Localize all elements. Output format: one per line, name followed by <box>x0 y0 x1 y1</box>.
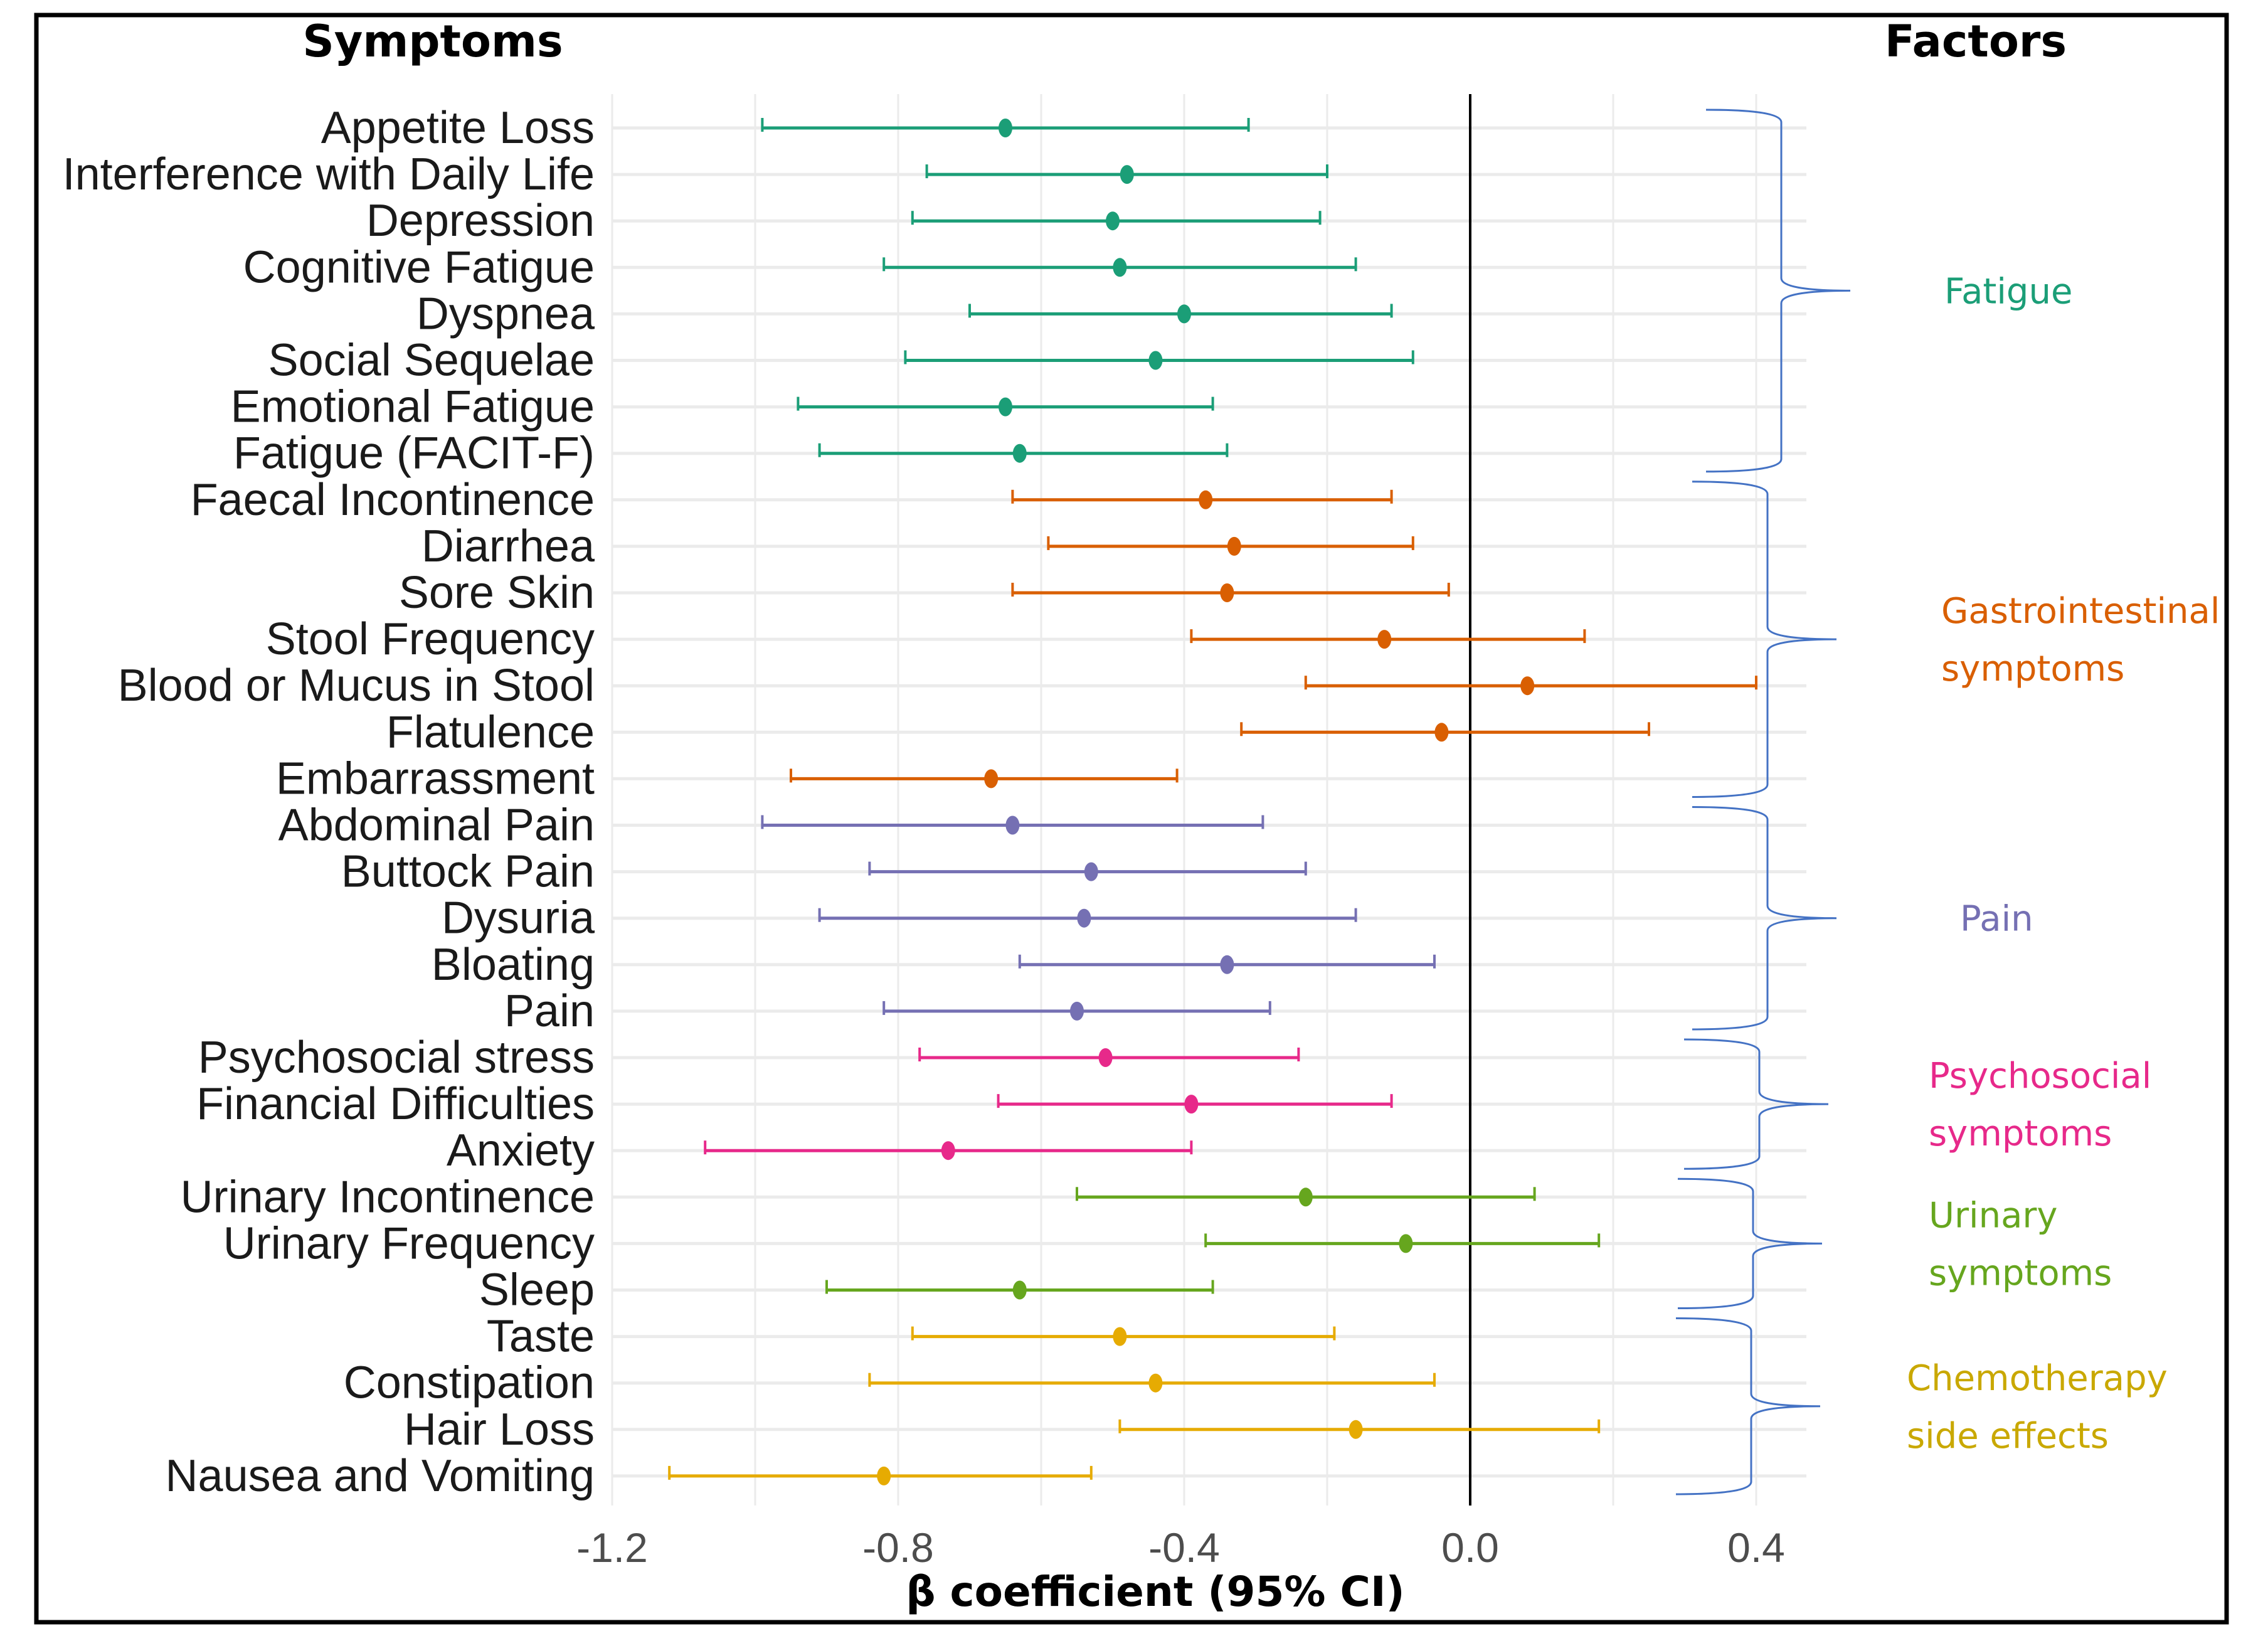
point-estimate <box>1012 444 1027 463</box>
brace-icon <box>1692 805 1837 1031</box>
point-estimate <box>1113 258 1127 277</box>
x-tick-labels: -1.2 -0.8 -0.4 0.0 0.4 <box>576 1524 1785 1571</box>
factor-label: side effects <box>1907 1416 2109 1457</box>
x-tick-label: -0.8 <box>862 1524 934 1571</box>
symptom-label: Cognitive Fatigue <box>243 242 595 292</box>
figure-border <box>34 13 2229 1625</box>
factor-label: Urinary <box>1929 1195 2058 1236</box>
point-estimate <box>1434 723 1449 742</box>
symptom-label: Hair Loss <box>404 1405 595 1455</box>
point-estimate <box>1005 815 1020 835</box>
symptom-label: Diarrhea <box>421 521 595 571</box>
point-estimate <box>1199 490 1213 509</box>
symptom-label: Flatulence <box>386 707 595 757</box>
point-estimate <box>941 1141 955 1161</box>
x-tick-label: -0.4 <box>1148 1524 1220 1571</box>
point-estimate <box>1148 351 1163 370</box>
point-estimate <box>1184 1095 1199 1114</box>
point-estimate <box>1377 630 1392 649</box>
brace-icon <box>1675 1317 1821 1495</box>
point-estimate <box>1227 536 1241 556</box>
symptom-label: Blood or Mucus in Stool <box>118 661 595 711</box>
point-estimate <box>999 119 1012 137</box>
symptom-label: Sore Skin <box>399 568 595 618</box>
symptom-label: Dysuria <box>442 893 595 943</box>
point-estimate <box>999 397 1012 417</box>
point-estimate <box>984 769 999 789</box>
symptom-label: Embarrassment <box>276 753 595 804</box>
symptom-label: Abdominal Pain <box>278 800 595 851</box>
symptom-label: Dyspnea <box>416 289 595 339</box>
symptom-label: Taste <box>487 1312 595 1362</box>
point-estimate <box>1220 583 1234 602</box>
x-tick-label: 0.4 <box>1727 1524 1785 1571</box>
symptom-label: Anxiety <box>447 1125 595 1176</box>
factor-labels: Fatigue Gastrointestinal symptoms Pain Psych… <box>1907 271 2220 1456</box>
point-estimate <box>1220 955 1234 974</box>
factor-braces <box>1675 109 1851 1495</box>
symptom-label: Financial Difficulties <box>196 1079 595 1129</box>
point-estimate <box>877 1466 891 1485</box>
factors-header: Factors <box>1885 16 2067 67</box>
symptom-label: Depression <box>366 196 595 246</box>
symptom-label: Faecal Incontinence <box>191 475 595 525</box>
factor-label: symptoms <box>1929 1113 2112 1154</box>
marks <box>668 118 1757 1485</box>
factor-label: Fatigue <box>1944 271 2072 312</box>
factor-label: Psychosocial <box>1929 1056 2151 1097</box>
symptom-label: Nausea and Vomiting <box>166 1451 595 1501</box>
symptom-label: Pain <box>504 986 595 1036</box>
point-estimate <box>1106 211 1120 231</box>
symptom-label: Buttock Pain <box>341 847 595 897</box>
brace-icon <box>1683 1038 1829 1170</box>
point-estimate <box>1113 1327 1127 1346</box>
symptom-label: Stool Frequency <box>266 614 595 664</box>
symptom-label: Bloating <box>432 940 595 990</box>
symptom-label: Psychosocial stress <box>198 1033 595 1083</box>
point-estimate <box>1298 1187 1313 1207</box>
point-estimate <box>1349 1420 1363 1439</box>
point-estimate <box>1399 1234 1413 1253</box>
symptom-label: Fatigue (FACIT-F) <box>233 428 595 479</box>
factor-label: Pain <box>1960 899 2033 940</box>
x-tick-label: -1.2 <box>576 1524 648 1571</box>
point-estimate <box>1120 165 1134 184</box>
symptom-label: Emotional Fatigue <box>231 382 595 432</box>
symptoms-header: Symptoms <box>302 16 563 67</box>
x-tick-label: 0.0 <box>1441 1524 1499 1571</box>
brace-icon <box>1705 109 1851 473</box>
point-estimate <box>1148 1373 1163 1393</box>
point-estimate <box>1012 1280 1027 1300</box>
symptom-label: Urinary Frequency <box>223 1218 595 1268</box>
factor-label: symptoms <box>1941 649 2124 689</box>
factor-label: Gastrointestinal <box>1941 591 2220 632</box>
point-estimate <box>1077 908 1091 928</box>
symptom-label: Social Sequelae <box>268 336 595 386</box>
brace-icon <box>1677 1177 1823 1310</box>
x-axis-label: β coefficient (95% CI) <box>906 1568 1404 1616</box>
point-estimate <box>1084 862 1098 881</box>
point-estimate <box>1070 1001 1084 1021</box>
point-estimate <box>1177 304 1191 324</box>
factor-label: Chemotherapy <box>1907 1358 2168 1399</box>
point-estimate <box>1520 676 1535 696</box>
factor-label: symptoms <box>1929 1253 2112 1293</box>
point-estimate <box>1098 1048 1113 1067</box>
symptom-label: Urinary Incontinence <box>181 1172 595 1222</box>
symptom-label: Interference with Daily Life <box>63 149 595 199</box>
symptom-label: Appetite Loss <box>321 103 595 153</box>
symptom-label: Sleep <box>479 1265 595 1315</box>
brace-icon <box>1692 481 1837 798</box>
symptom-label: Constipation <box>344 1358 595 1408</box>
